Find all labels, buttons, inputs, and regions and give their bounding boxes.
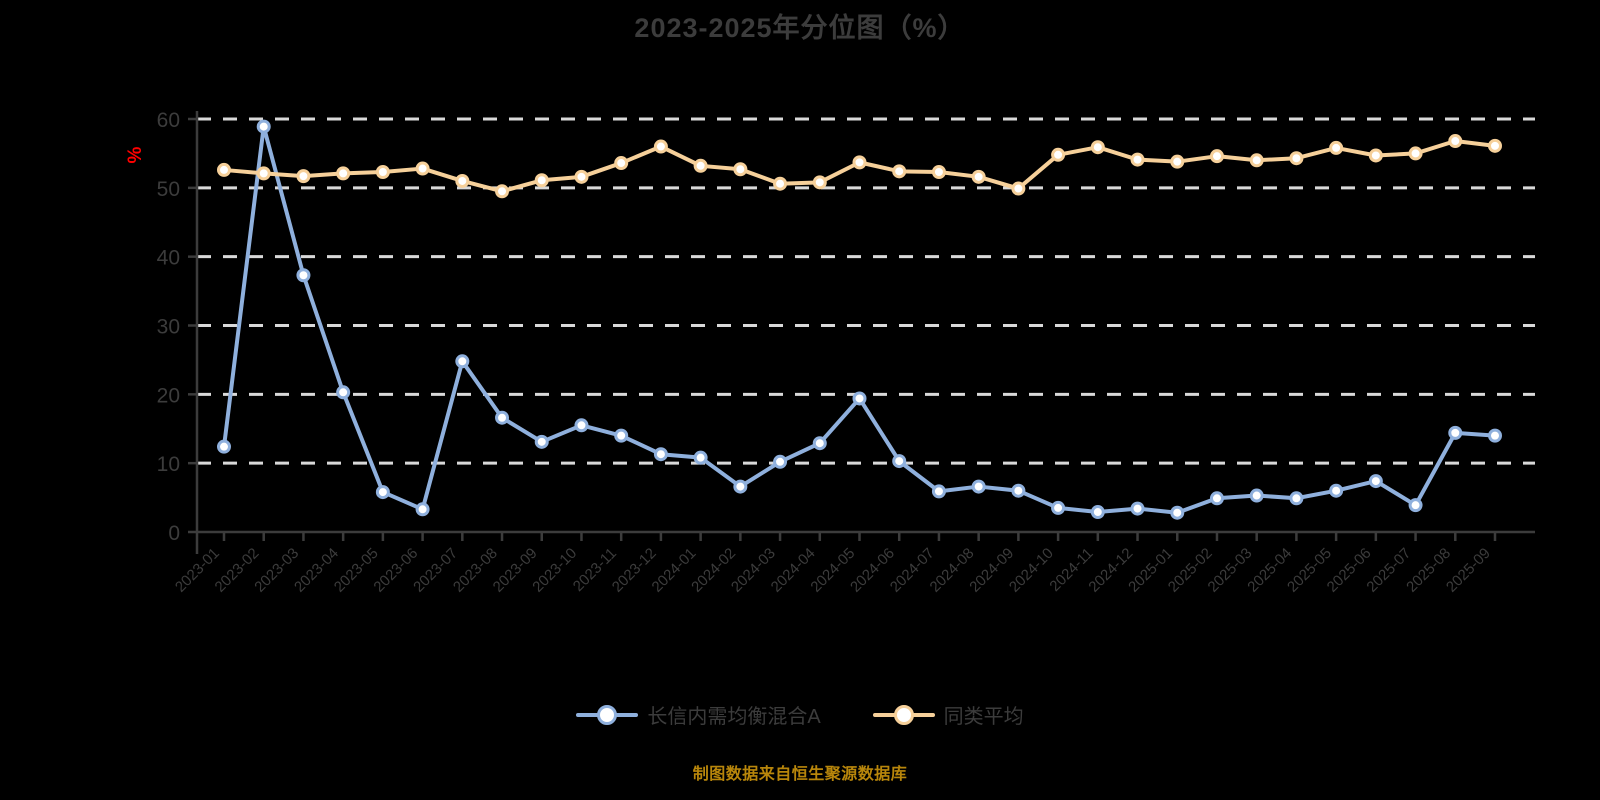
data-point[interactable] [495, 410, 510, 425]
data-point[interactable] [1448, 134, 1463, 149]
data-point[interactable] [653, 139, 668, 154]
data-point[interactable] [1408, 498, 1423, 513]
data-point[interactable] [296, 268, 311, 283]
data-point[interactable] [892, 454, 907, 469]
data-point[interactable] [415, 161, 430, 176]
data-point[interactable] [733, 479, 748, 494]
data-point[interactable] [653, 447, 668, 462]
data-point[interactable] [1368, 148, 1383, 163]
data-point[interactable] [296, 169, 311, 184]
data-point[interactable] [1329, 483, 1344, 498]
data-point[interactable] [1289, 491, 1304, 506]
chart-legend: 长信内需均衡混合A 同类平均 [0, 700, 1600, 729]
data-point[interactable] [1249, 488, 1264, 503]
data-point[interactable] [812, 175, 827, 190]
x-tick-label: 2024-10 [1006, 545, 1057, 596]
legend-item-peer[interactable]: 同类平均 [872, 700, 1024, 729]
y-tick-label: 30 [157, 316, 180, 339]
data-point[interactable] [1170, 505, 1185, 520]
data-point[interactable] [693, 158, 708, 173]
data-point[interactable] [375, 165, 390, 180]
data-point[interactable] [614, 156, 629, 171]
data-point[interactable] [1130, 501, 1145, 516]
x-tick-label: 2025-09 [1443, 545, 1494, 596]
data-point[interactable] [574, 418, 589, 433]
data-point[interactable] [1011, 181, 1026, 196]
data-point[interactable] [217, 162, 231, 177]
legend-marker-peer-icon [872, 704, 935, 726]
data-point[interactable] [1289, 151, 1304, 166]
data-point[interactable] [1170, 154, 1185, 169]
data-point[interactable] [931, 484, 946, 499]
data-point[interactable] [1209, 149, 1224, 164]
data-point[interactable] [534, 173, 549, 188]
data-point[interactable] [495, 184, 510, 199]
data-point[interactable] [773, 176, 788, 191]
series-line-0 [222, 124, 1497, 515]
data-point[interactable] [1368, 474, 1383, 489]
data-point[interactable] [1329, 140, 1344, 155]
y-tick-label: 50 [157, 178, 180, 201]
legend-label-peer: 同类平均 [943, 706, 1024, 728]
data-point[interactable] [1051, 147, 1066, 162]
data-point[interactable] [336, 166, 351, 181]
data-point[interactable] [455, 354, 470, 369]
data-point[interactable] [1011, 483, 1026, 498]
data-point[interactable] [336, 385, 351, 400]
data-point[interactable] [812, 436, 827, 451]
y-tick-label: 20 [157, 384, 180, 407]
page-title: 2023-2025年分位图（%） [634, 13, 966, 43]
data-point[interactable] [1488, 138, 1502, 153]
data-source-note: 制图数据来自恒生聚源数据库 [692, 766, 908, 783]
legend-label-fund: 长信内需均衡混合A [647, 706, 821, 728]
data-point[interactable] [1408, 146, 1423, 161]
x-tick-label: 2023-10 [529, 545, 580, 596]
data-point[interactable] [892, 164, 907, 179]
data-point[interactable] [1051, 500, 1066, 515]
data-point[interactable] [455, 173, 470, 188]
data-point[interactable] [415, 502, 430, 517]
y-tick-label: 0 [168, 522, 180, 545]
data-point[interactable] [852, 391, 867, 406]
data-point[interactable] [733, 162, 748, 177]
data-point[interactable] [1249, 153, 1264, 168]
data-point[interactable] [256, 119, 271, 134]
data-point[interactable] [852, 155, 867, 170]
y-axis-unit-label: % [125, 146, 146, 163]
data-point[interactable] [1090, 505, 1105, 520]
data-point[interactable] [614, 428, 629, 443]
y-tick-label: 40 [157, 247, 180, 270]
data-point[interactable] [534, 434, 549, 449]
data-point[interactable] [971, 479, 986, 494]
data-point[interactable] [574, 169, 589, 184]
legend-item-fund[interactable]: 长信内需均衡混合A [576, 700, 821, 729]
data-point[interactable] [971, 169, 986, 184]
data-point[interactable] [217, 439, 231, 454]
data-point[interactable] [1130, 152, 1145, 167]
legend-marker-fund-icon [576, 704, 639, 726]
data-point[interactable] [773, 454, 788, 469]
data-point[interactable] [1209, 491, 1224, 506]
data-point[interactable] [1090, 140, 1105, 155]
data-point[interactable] [1488, 428, 1502, 443]
data-point[interactable] [931, 165, 946, 180]
data-point[interactable] [375, 485, 390, 500]
y-tick-label: 60 [157, 109, 180, 132]
data-point[interactable] [256, 166, 271, 181]
data-point[interactable] [1448, 425, 1463, 440]
y-tick-label: 10 [157, 453, 180, 476]
data-point[interactable] [693, 450, 708, 465]
